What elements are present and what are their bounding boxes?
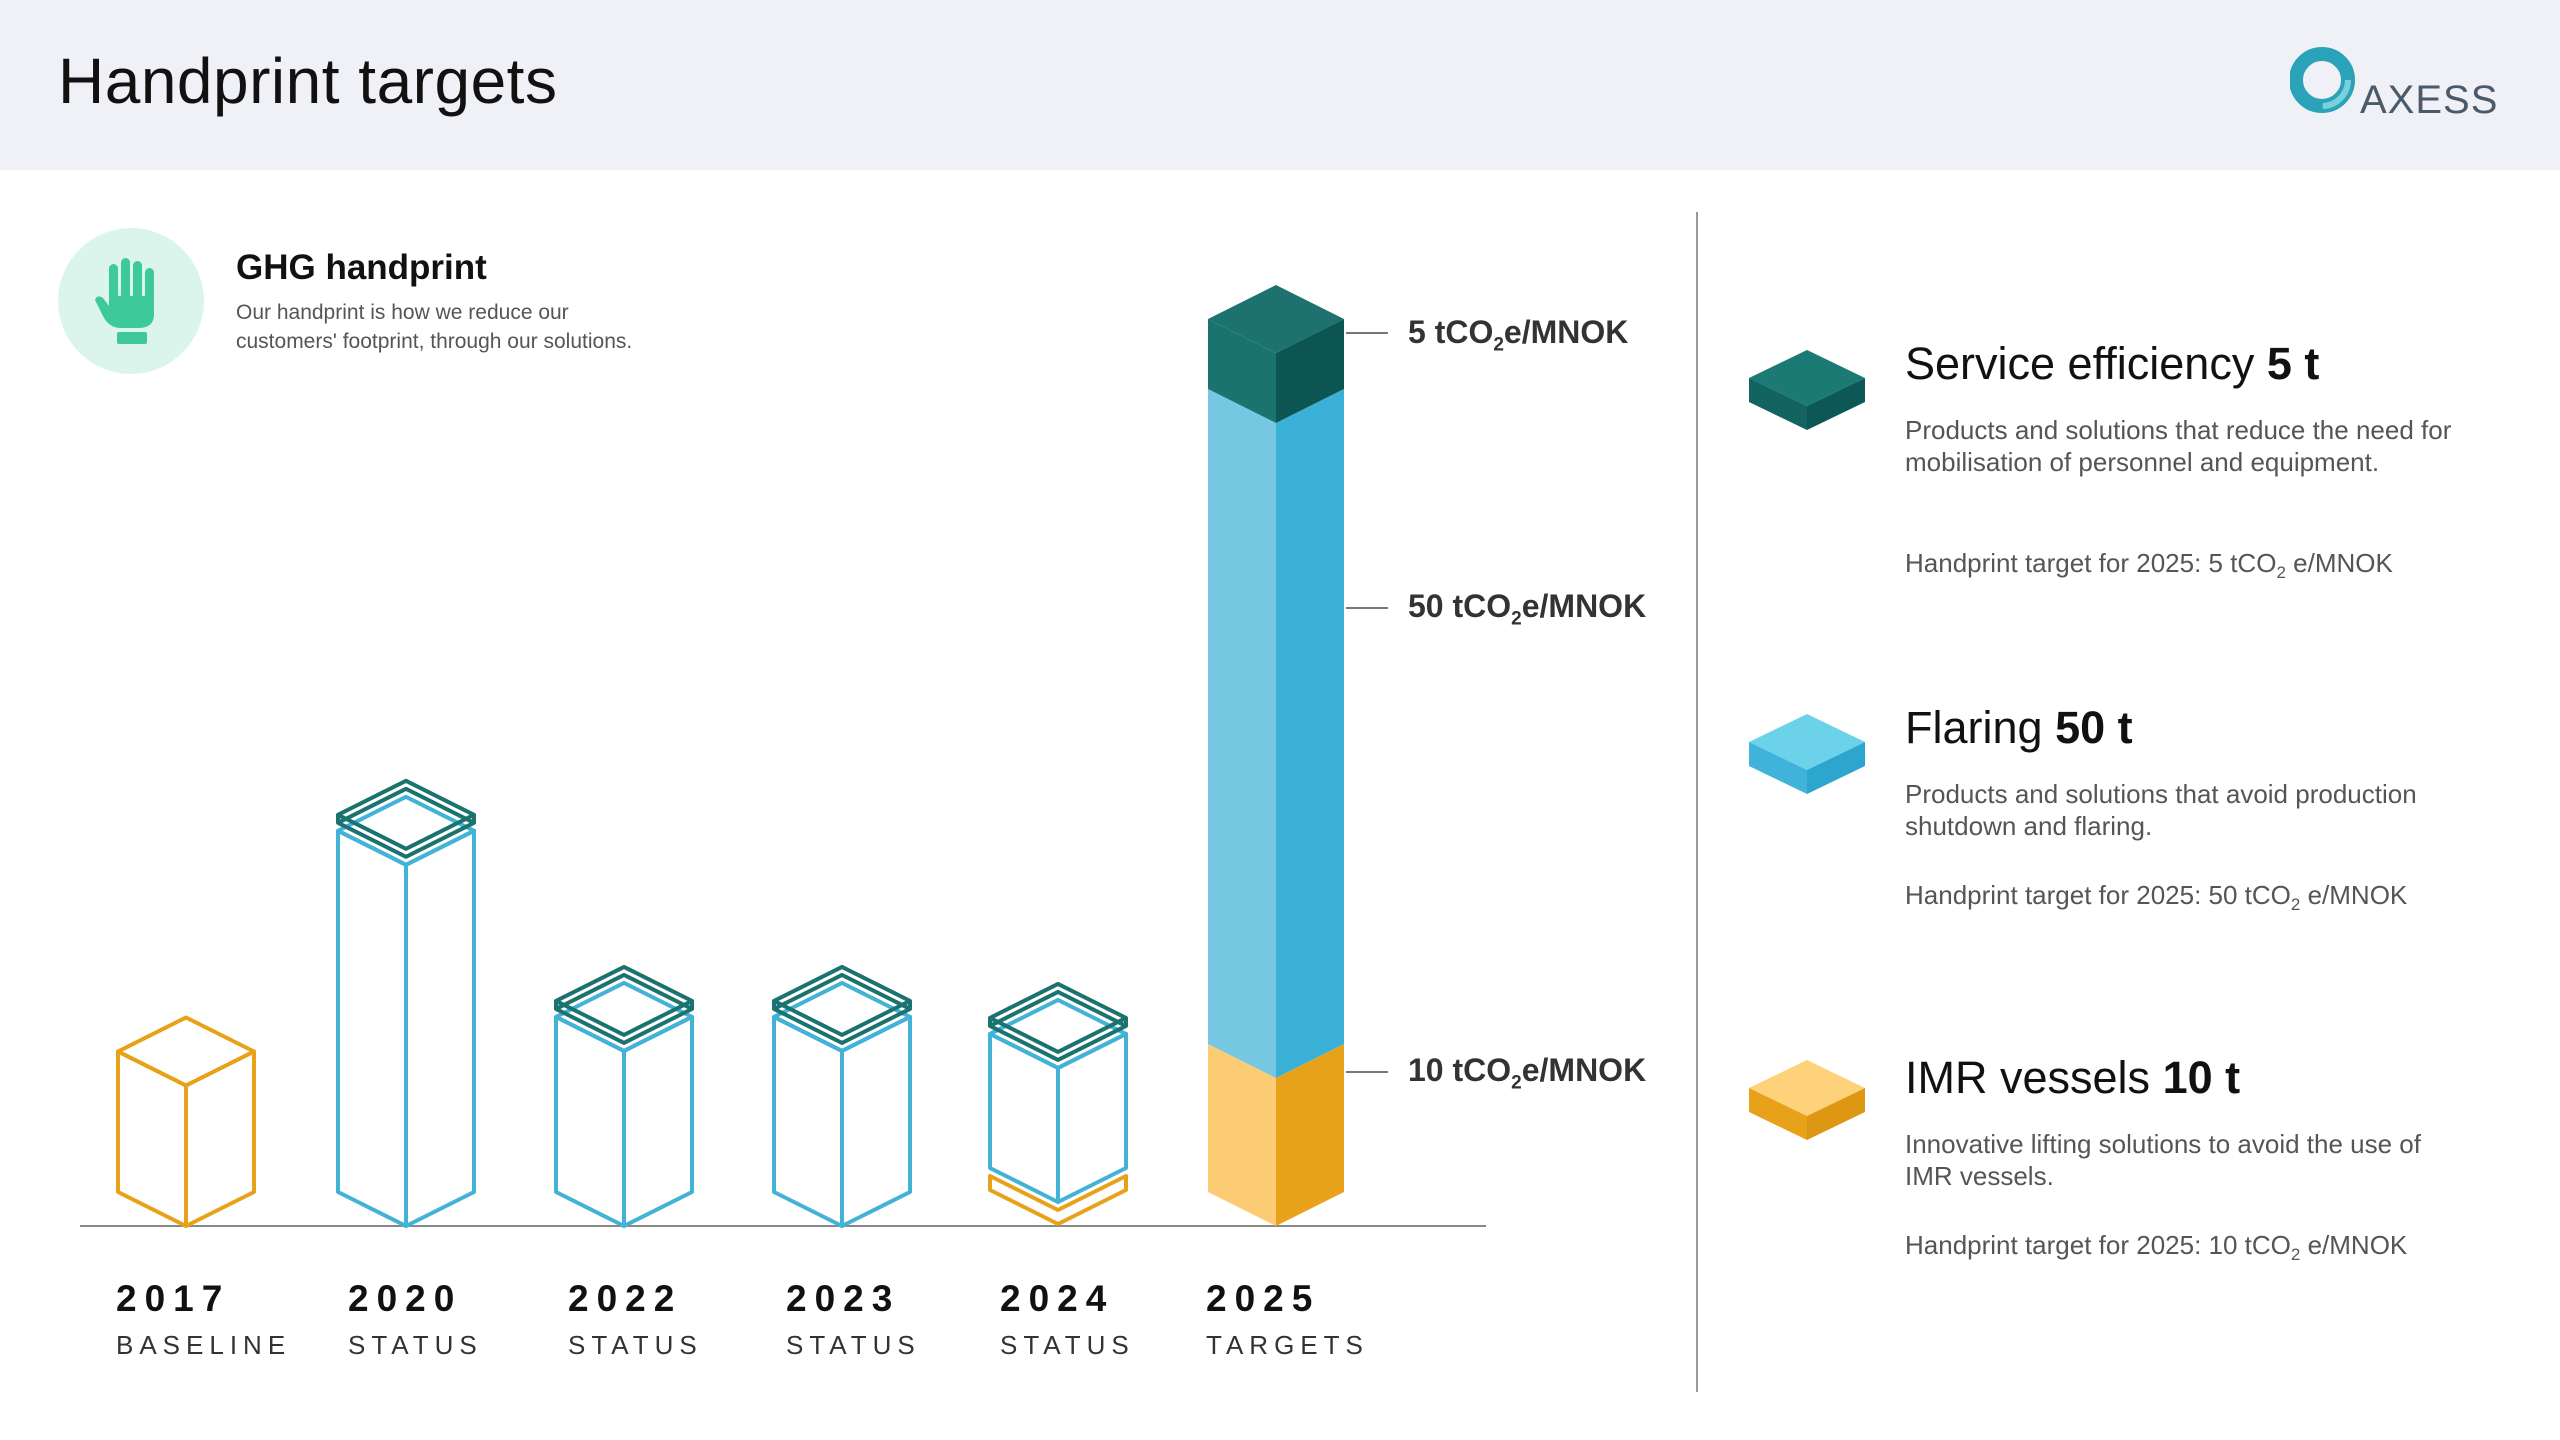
category-sublabel-2017: BASELINE: [116, 1330, 292, 1360]
category-label-2024: 2024: [1000, 1278, 1115, 1319]
bar-2025-service-efficiency: [1208, 285, 1344, 423]
annotation-flaring: 50 tCO2e/MNOK: [1408, 588, 1647, 630]
bar-2020-flaring: [336, 794, 476, 1228]
legend-description: Products and solutions that avoid produc…: [1905, 779, 2417, 841]
bar-2025-imr-vessels: [1208, 1044, 1344, 1226]
bar-2022-service-efficiency: [554, 964, 694, 1045]
hand-icon: [95, 258, 154, 344]
legend-target: Handprint target for 2025: 50 tCO2 e/MNO…: [1905, 880, 2408, 915]
intro-description: Our handprint is how we reduce our custo…: [236, 301, 633, 353]
legend-target: Handprint target for 2025: 5 tCO2 e/MNOK: [1905, 548, 2393, 583]
annotation-imr-vessels: 10 tCO2e/MNOK: [1408, 1052, 1647, 1094]
category-sublabel-2024: STATUS: [1000, 1330, 1135, 1360]
annotation-service-efficiency: 5 tCO2e/MNOK: [1408, 314, 1629, 356]
logo-ring-icon: [2289, 47, 2355, 113]
category-label-2025: 2025: [1206, 1278, 1321, 1319]
legend-title: IMR vessels 10 t: [1905, 1052, 2241, 1103]
bar-2023-flaring: [772, 980, 912, 1228]
bar-2025-flaring: [1208, 389, 1344, 1078]
legend-item-imr-vessels: IMR vessels 10 t Innovative lifting solu…: [1745, 1052, 2525, 1272]
legend-item-service-efficiency: Service efficiency 5 t Products and solu…: [1745, 338, 2525, 598]
handprint-bar-chart: [80, 285, 1486, 1228]
legend-title: Service efficiency 5 t: [1905, 338, 2320, 389]
intro-title: GHG handprint: [236, 248, 487, 287]
category-label-2022: 2022: [568, 1278, 683, 1319]
legend-item-flaring: Flaring 50 t Products and solutions that…: [1745, 702, 2525, 922]
legend-target: Handprint target for 2025: 10 tCO2 e/MNO…: [1905, 1230, 2408, 1265]
category-label-2017: 2017: [116, 1278, 231, 1319]
category-label-2023: 2023: [786, 1278, 901, 1319]
legend-description: Products and solutions that reduce the n…: [1905, 415, 2452, 477]
bar-2020-service-efficiency: [336, 778, 476, 859]
category-sublabel-2023: STATUS: [786, 1330, 921, 1360]
page-title: Handprint targets: [58, 45, 558, 117]
bar-2024-service-efficiency: [988, 981, 1128, 1062]
axess-logo: AXESS: [2289, 46, 2497, 126]
bar-2023-service-efficiency: [772, 964, 912, 1045]
bar-2024-imr-vessels: [988, 1174, 1128, 1226]
bar-2024-flaring: [988, 997, 1128, 1204]
vertical-divider: [1696, 212, 1698, 1392]
teal-tile-icon: [1749, 350, 1865, 430]
bar-2022-flaring: [554, 980, 694, 1228]
legend-title: Flaring 50 t: [1905, 702, 2133, 753]
intro-block: GHG handprint Our handprint is how we re…: [58, 228, 658, 378]
header-band: Handprint targets AXESS: [0, 0, 2560, 170]
hand-icon-badge: [58, 228, 204, 374]
logo-text: AXESS: [2360, 78, 2499, 122]
bar-2017-imr-vessels: [116, 1015, 256, 1228]
category-sublabel-2025: TARGETS: [1206, 1330, 1369, 1360]
orange-tile-icon: [1749, 1060, 1865, 1140]
category-sublabel-2022: STATUS: [568, 1330, 703, 1360]
blue-tile-icon: [1749, 714, 1865, 794]
category-label-2020: 2020: [348, 1278, 463, 1319]
category-sublabel-2020: STATUS: [348, 1330, 483, 1360]
legend-description: Innovative lifting solutions to avoid th…: [1905, 1129, 2421, 1191]
